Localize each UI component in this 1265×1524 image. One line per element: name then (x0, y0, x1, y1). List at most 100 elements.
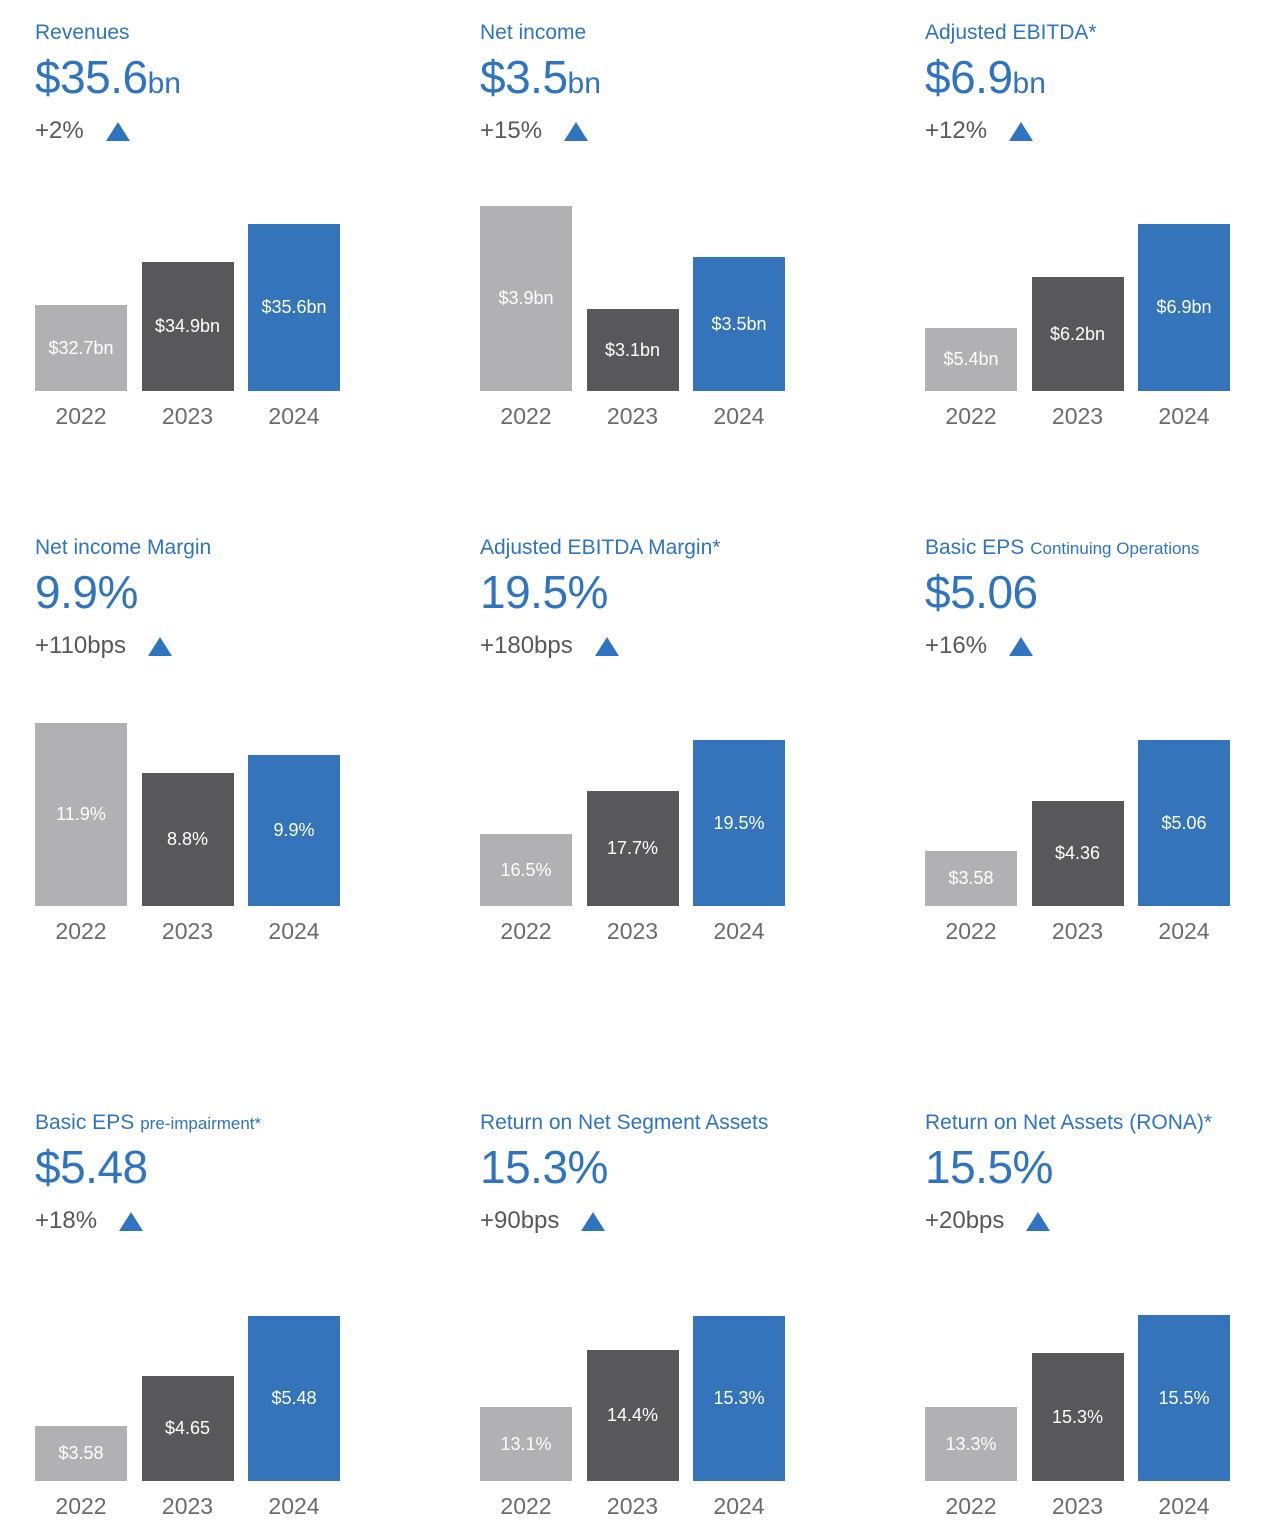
headline-value: $6.9bn (925, 52, 1230, 103)
change-value: +180bps (480, 631, 573, 659)
bar-2022: 16.5% (480, 834, 572, 906)
bar-2023: $34.9bn (141, 262, 234, 391)
bar-chart: $3.9bn $3.1bn $3.5bn 2022 2023 2024 (480, 201, 785, 430)
headline-suffix: bn (567, 67, 601, 101)
bar-2024: $5.48 (248, 1316, 340, 1481)
bar-2022: $3.9bn (480, 206, 572, 391)
kpi-row-2: Net income Margin 9.9% +110bps 11.9% 8.8… (35, 535, 1240, 945)
x-axis-labels: 2022 2023 2024 (480, 403, 785, 430)
change-row: +110bps (35, 632, 340, 660)
bar-2023: $3.1bn (586, 309, 679, 391)
x-axis-labels: 2022 2023 2024 (480, 1493, 785, 1520)
bar-value-label: $4.36 (1054, 843, 1101, 863)
bar-2022: $3.58 (925, 851, 1017, 906)
kpi-card-revenues: Revenues $35.6bn +2% $32.7bn $34.9bn $35… (35, 20, 340, 430)
bar-value-label: 11.9% (56, 804, 106, 824)
bar-value-label: 19.5% (713, 812, 765, 833)
headline-amount: 9.9% (35, 566, 138, 619)
metric-title: Return on Net Assets (RONA)* (925, 1111, 1213, 1134)
card-title: Net income Margin (35, 535, 340, 561)
bars: 16.5% 17.7% 19.5% (480, 716, 785, 906)
bar-chart: $3.58 $4.65 $5.48 2022 2023 2024 (35, 1291, 340, 1520)
bar-chart: 11.9% 8.8% 9.9% 2022 2023 2024 (35, 716, 340, 945)
bar-value-label: $3.58 (948, 868, 994, 888)
bar-2024: $3.5bn (693, 257, 785, 391)
change-row: +20bps (925, 1207, 1230, 1235)
up-triangle-icon (564, 122, 589, 142)
kpi-card-adjusted-ebitda: Adjusted EBITDA* $6.9bn +12% $5.4bn $6.2… (925, 20, 1230, 430)
bar-2023: $4.36 (1031, 801, 1124, 906)
bars: 13.1% 14.4% 15.3% (480, 1291, 785, 1481)
up-triangle-icon (594, 637, 619, 657)
metric-title: Basic EPS (925, 536, 1025, 559)
metric-title-note: Continuing Operations (1030, 539, 1200, 558)
bar-value-label: $3.58 (58, 1443, 104, 1463)
metric-title: Net income Margin (35, 536, 212, 559)
change-value: +20bps (925, 1206, 1005, 1234)
change-row: +2% (35, 117, 340, 145)
bars: 11.9% 8.8% 9.9% (35, 716, 340, 906)
bar-chart: 13.3% 15.3% 15.5% 2022 2023 2024 (925, 1291, 1230, 1520)
year-label: 2023 (1051, 403, 1104, 429)
kpi-card-basic-eps-pre-impairment: Basic EPS pre-impairment* $5.48 +18% $3.5… (35, 1110, 340, 1520)
bar-value-label: $3.5bn (711, 313, 767, 334)
bar-2022: $3.58 (35, 1426, 127, 1481)
up-triangle-icon (147, 637, 172, 657)
bar-2023: 14.4% (586, 1350, 679, 1481)
year-label: 2022 (500, 403, 552, 429)
headline-amount: 15.3% (480, 1141, 608, 1194)
x-axis-labels: 2022 2023 2024 (35, 918, 340, 945)
card-title: Net income (480, 20, 785, 46)
year-label: 2023 (161, 1493, 214, 1519)
metric-title: Adjusted EBITDA* (925, 21, 1097, 44)
bar-2022: 13.1% (480, 1407, 572, 1481)
change-value: +18% (35, 1206, 98, 1234)
year-label: 2022 (945, 918, 997, 944)
bars: 13.3% 15.3% 15.5% (925, 1291, 1230, 1481)
bar-value-label: $6.2bn (1049, 323, 1106, 344)
headline-amount: $6.9 (925, 51, 1013, 104)
headline-value: $5.06 (925, 567, 1230, 618)
year-label: 2023 (606, 918, 659, 944)
bar-2022: $5.4bn (925, 328, 1017, 391)
headline-value: 15.5% (925, 1142, 1230, 1193)
year-label: 2022 (945, 1493, 997, 1519)
bars: $3.58 $4.65 $5.48 (35, 1291, 340, 1481)
change-row: +18% (35, 1207, 340, 1235)
bar-value-label: 16.5% (500, 859, 552, 880)
headline-value: 9.9% (35, 567, 340, 618)
bar-value-label: $3.1bn (604, 339, 661, 360)
bar-value-label: $4.65 (164, 1418, 211, 1438)
metric-title: Adjusted EBITDA Margin* (480, 536, 721, 559)
bar-2022: 11.9% (35, 723, 127, 906)
bar-2023: $4.65 (141, 1376, 234, 1481)
change-value: +110bps (35, 631, 126, 659)
bar-value-label: $35.6bn (261, 297, 327, 317)
bar-2024: 9.9% (248, 755, 340, 906)
up-triangle-icon (119, 1212, 144, 1232)
bar-value-label: 9.9% (273, 820, 315, 840)
bar-2024: 19.5% (693, 740, 785, 906)
bar-value-label: $6.9bn (1156, 297, 1212, 317)
bar-2023: 15.3% (1031, 1353, 1124, 1481)
year-label: 2023 (606, 1493, 659, 1519)
bar-chart: $3.58 $4.36 $5.06 2022 2023 2024 (925, 716, 1230, 945)
change-value: +12% (925, 116, 988, 144)
x-axis-labels: 2022 2023 2024 (35, 1493, 340, 1520)
kpi-card-basic-eps-continuing: Basic EPS Continuing Operations $5.06 +16… (925, 535, 1230, 945)
bar-2024: $5.06 (1138, 740, 1230, 906)
year-label: 2022 (945, 403, 997, 429)
kpi-card-net-income: Net income $3.5bn +15% $3.9bn $3.1bn $3.… (480, 20, 785, 430)
year-label: 2022 (500, 918, 552, 944)
metric-title: Basic EPS (35, 1111, 135, 1134)
up-triangle-icon (105, 122, 130, 142)
change-value: +15% (480, 116, 543, 144)
up-triangle-icon (581, 1212, 606, 1232)
bar-2024: 15.5% (1138, 1315, 1230, 1481)
bar-value-label: 15.3% (1051, 1406, 1104, 1427)
year-label: 2024 (1158, 1493, 1210, 1519)
headline-amount: $5.48 (35, 1141, 148, 1194)
up-triangle-icon (1009, 637, 1034, 657)
card-title: Revenues (35, 20, 340, 46)
change-value: +16% (925, 631, 988, 659)
